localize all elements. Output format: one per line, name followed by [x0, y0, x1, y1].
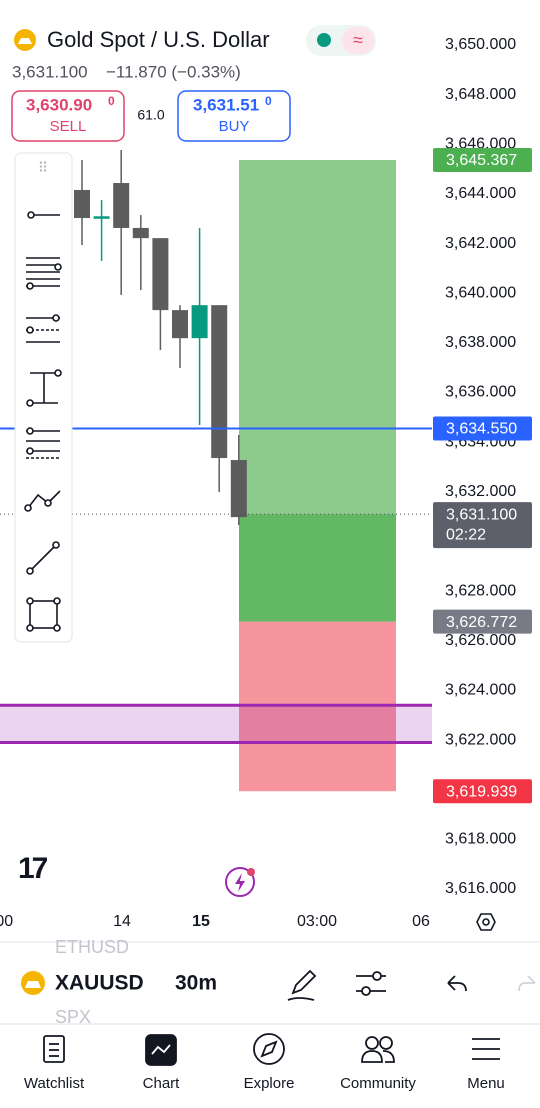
line-label-bg — [433, 416, 532, 441]
candle-body — [211, 305, 228, 459]
y-tick-label: 3,624.000 — [445, 682, 516, 699]
candle-body — [132, 227, 149, 239]
target-label: 3,645.367 — [446, 152, 517, 169]
community-icon[interactable] — [361, 1036, 395, 1063]
lightning-icon — [235, 873, 245, 892]
x-tick-label: 15 — [192, 913, 210, 930]
x-tick-label: 06 — [412, 913, 430, 930]
y-tick-label: 3,642.000 — [445, 235, 516, 252]
y-tick-label: 3,626.000 — [445, 632, 516, 649]
candle-body — [113, 183, 130, 228]
ghost-symbol: SPX — [55, 1007, 91, 1027]
nav-label[interactable]: Explore — [244, 1075, 295, 1092]
band-fill — [0, 705, 432, 743]
tool-gann[interactable] — [26, 427, 60, 459]
x-tick-label: 14 — [113, 913, 131, 930]
x-tick-label: :00 — [0, 913, 13, 930]
undo-button[interactable] — [447, 975, 467, 992]
lightning-button[interactable] — [225, 867, 255, 897]
sell-button[interactable] — [11, 90, 125, 142]
delay-badge — [342, 27, 374, 54]
candle-body — [74, 189, 90, 219]
y-tick-label: 3,644.000 — [445, 185, 516, 202]
quote: 3,631.100 — [12, 62, 88, 81]
candle-body — [172, 310, 188, 339]
interval[interactable]: 30m — [175, 972, 217, 995]
buy-button[interactable] — [177, 90, 291, 142]
x-tick-label: 03:00 — [297, 913, 337, 930]
tv-logo: 17 — [18, 852, 48, 885]
candle-body — [93, 216, 110, 219]
stop-label: 3,619.939 — [446, 783, 517, 800]
y-tick-label: 3,622.000 — [445, 731, 516, 748]
buy-label: BUY — [219, 118, 250, 135]
y-tick-label: 3,628.000 — [445, 582, 516, 599]
lightning-badge — [247, 868, 255, 876]
y-tick-label: 3,648.000 — [445, 86, 516, 103]
draw-button[interactable] — [287, 969, 317, 1001]
spread: 61.0 — [137, 107, 164, 123]
current-price-bg — [433, 502, 532, 549]
symbol-icon-bars — [25, 981, 41, 988]
line-label: 3,634.550 — [446, 421, 517, 438]
delay-icon: ≈ — [353, 30, 363, 50]
ghost-symbol: ETHUSD — [55, 937, 129, 957]
current-price-label: 3,631.100 — [446, 506, 517, 523]
buy-price: 3,631.51 — [193, 95, 259, 114]
chart-icon[interactable] — [145, 1034, 177, 1066]
sell-price-sup: 0 — [108, 94, 115, 108]
sell-price: 3,630.90 — [26, 95, 92, 114]
stop-label-bg — [433, 779, 532, 804]
countdown: 02:22 — [446, 526, 486, 543]
y-tick-label: 3,640.000 — [445, 284, 516, 301]
nav-label[interactable]: Menu — [467, 1075, 505, 1092]
drawing-toolbar: ⠿ — [14, 152, 73, 643]
explore-icon[interactable] — [253, 1033, 285, 1065]
buy-price-sup: 0 — [265, 94, 272, 108]
y-tick-label: 3,638.000 — [445, 334, 516, 351]
nav-bar — [0, 1024, 540, 1108]
svg-text:⠿: ⠿ — [38, 160, 48, 176]
chart: 3,650.0003,648.0003,646.0003,644.0003,64… — [0, 36, 532, 930]
nav-label[interactable]: Watchlist — [24, 1075, 85, 1092]
symbol-title[interactable]: Gold Spot / U.S. Dollar — [47, 27, 270, 52]
y-tick-label: 3,616.000 — [445, 880, 516, 897]
tool-fib[interactable] — [26, 257, 62, 290]
y-tick-label: 3,636.000 — [445, 384, 516, 401]
market-open-dot — [317, 33, 331, 47]
tool-pitchfork[interactable] — [26, 314, 60, 343]
change: −11.870 (−0.33%) — [106, 62, 241, 81]
tool-measure[interactable] — [26, 369, 62, 407]
y-tick-label: 3,618.000 — [445, 831, 516, 848]
symbol[interactable]: XAUUSD — [55, 972, 144, 995]
y-tick-label: 3,632.000 — [445, 483, 516, 500]
sell-label: SELL — [50, 118, 87, 135]
menu-icon[interactable] — [472, 1038, 500, 1060]
entry-label-bg — [433, 609, 532, 634]
tool-line[interactable] — [27, 211, 60, 219]
nav-label[interactable]: Community — [340, 1075, 416, 1092]
entry-label: 3,626.772 — [446, 614, 517, 631]
nav-label[interactable]: Chart — [143, 1075, 181, 1092]
symbol-icon-bars — [18, 38, 32, 44]
tool-path[interactable] — [24, 490, 61, 512]
tool-rect[interactable] — [26, 597, 61, 632]
y-tick-label: 3,650.000 — [445, 36, 516, 53]
target-label-bg — [433, 148, 532, 173]
candle-body — [230, 460, 247, 518]
indicators-button[interactable] — [356, 971, 386, 996]
candle-body — [191, 305, 208, 339]
watchlist-icon[interactable] — [43, 1035, 65, 1063]
position-open-pnl — [239, 514, 396, 622]
redo-button[interactable] — [518, 975, 536, 992]
candle-body — [152, 238, 169, 311]
tool-trend[interactable] — [26, 541, 60, 575]
settings-hex[interactable] — [476, 913, 496, 931]
